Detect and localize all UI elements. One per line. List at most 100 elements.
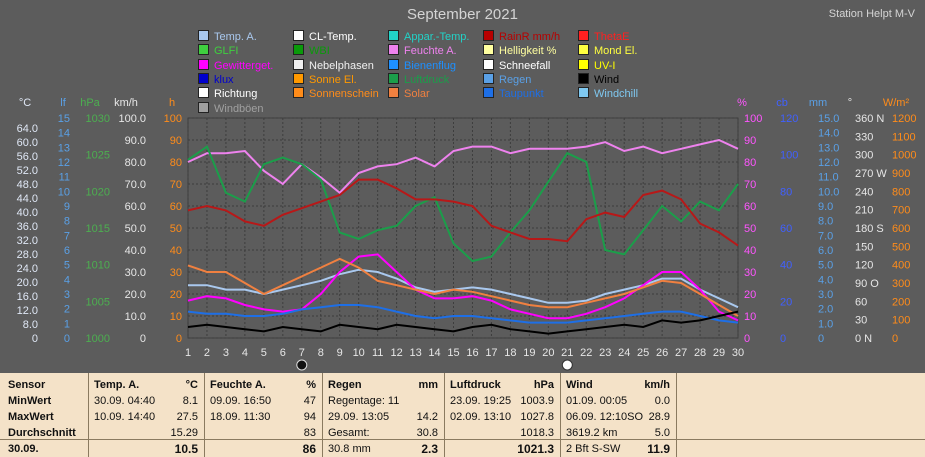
tick-day: 24 (618, 347, 630, 359)
tick-mm: 15.0 (818, 113, 839, 125)
tick-kmh: 90.0 (125, 135, 146, 147)
legend-item: GLFI (198, 44, 238, 58)
tick-wm: 0 (892, 333, 898, 345)
legend-label: Luftdruck (404, 73, 450, 86)
legend-item: RainR mm/h (483, 30, 560, 44)
legend-swatch (198, 30, 209, 41)
tick-hpa: 1005 (86, 296, 110, 308)
cell-value: 1018.3 (520, 427, 554, 439)
tick-day: 16 (466, 347, 478, 359)
tick-hpa: 1030 (86, 113, 110, 125)
legend-item: Mond El. (578, 44, 637, 58)
tick-temp: 12.0 (17, 305, 38, 317)
series-line (187, 257, 739, 317)
tick-pct: 50 (744, 223, 756, 235)
cell-label: Regentage: 11 (328, 395, 400, 407)
tick-day: 18 (504, 347, 516, 359)
table-col: Temp. A. °C 30.09. 04:40 8.1 10.09. 14:40 27.… (88, 373, 205, 457)
legend-label: Bienenflug (404, 59, 456, 72)
legend-swatch (293, 87, 304, 99)
tick-pct: 40 (744, 245, 756, 257)
legend-label: GLFI (214, 45, 239, 58)
legend: Temp. A. CL-Temp. Appar.-Temp. RainR mm/h Th… (198, 30, 658, 115)
legend-label: Sonne El. (309, 73, 357, 86)
column-unit: °C (185, 379, 198, 391)
legend-label: Windchill (594, 88, 639, 101)
tick-wm: 400 (892, 260, 910, 272)
cell-value: 27.5 (176, 411, 198, 423)
tick-kmh: 30.0 (125, 267, 146, 279)
tick-day: 1 (185, 347, 191, 359)
legend-swatch (388, 72, 399, 84)
cell-value: 83 (303, 427, 316, 439)
series-line (187, 304, 739, 324)
legend-item: WBI (293, 44, 330, 58)
tick-pct: 20 (744, 289, 756, 301)
tick-day: 19 (523, 347, 535, 359)
cell-value: 5.0 (654, 427, 670, 439)
tick-mm: 5.0 (818, 260, 833, 272)
column-header: Feuchte A. (210, 379, 266, 391)
tick-deg: 180 S (855, 223, 884, 235)
tick-day: 10 (353, 347, 365, 359)
legend-swatch (578, 72, 589, 84)
tick-hpa: 1015 (86, 223, 110, 235)
legend-item: CL-Temp. (293, 30, 357, 44)
legend-item: Temp. A. (198, 30, 257, 44)
legend-label: CL-Temp. (309, 31, 357, 43)
legend-label: ThetaE (594, 31, 630, 43)
legend-item: Regen (483, 72, 532, 87)
axis-unit: lf (60, 97, 66, 109)
tick-lf: 8 (64, 216, 70, 228)
axis-unit: hPa (80, 97, 100, 109)
tick-lf: 6 (64, 245, 70, 257)
tick-kmh: 40.0 (125, 245, 146, 257)
legend-item: Luftdruck (388, 72, 450, 87)
tick-hpa: 1020 (86, 186, 110, 198)
legend-label: Wind (594, 73, 620, 86)
series-line (187, 145, 739, 263)
tick-cb: 120 (780, 113, 798, 125)
series-line (187, 253, 739, 322)
tick-deg: 240 (855, 186, 873, 198)
tick-day: 2 (204, 347, 210, 359)
tick-day: 23 (599, 347, 611, 359)
tick-wm: 900 (892, 168, 910, 180)
legend-label: Regen (499, 73, 532, 86)
legend-label: Sonnenschein (309, 88, 379, 101)
tick-pct: 0 (744, 333, 750, 345)
tick-day: 9 (337, 347, 343, 359)
legend-label: Appar.-Temp. (404, 31, 470, 43)
column-unit: mm (418, 379, 438, 391)
cell-label: 01.09. 00:05 (566, 395, 628, 407)
tick-day: 12 (390, 347, 402, 359)
cell-value: 8.1 (182, 395, 198, 407)
legend-item: Sonne El. (293, 72, 357, 87)
row-label-today: 30.09. (8, 443, 39, 455)
cell-label: 29.09. 13:05 (328, 411, 390, 423)
weather-chart: °C hPa km/h h% cb mm ° W/m²lf64.060.056.052.048… (17, 97, 916, 371)
column-header: Temp. A. (94, 379, 140, 391)
table-col-labels: Sensor MinWert MaxWert Durchschnitt 30.0… (0, 373, 89, 457)
legend-label: Nebelphasen (309, 59, 374, 72)
cell-label: 30.8 mm (328, 443, 371, 455)
legend-swatch (578, 58, 589, 70)
legend-item: ThetaE (578, 30, 629, 44)
tick-mm: 8.0 (818, 216, 833, 228)
legend-item: Wind (578, 72, 620, 87)
legend-label: Schneefall (499, 59, 551, 72)
legend-swatch (388, 58, 399, 70)
tick-deg: 210 (855, 205, 873, 217)
legend-swatch (293, 30, 304, 41)
tick-mm: 12.0 (818, 157, 839, 169)
tick-temp: 52.0 (17, 165, 38, 177)
legend-item: klux (198, 72, 234, 87)
tick-pct: 90 (744, 135, 756, 147)
tick-mm: 14.0 (818, 128, 839, 140)
tick-lf: 7 (64, 230, 70, 242)
legend-swatch (198, 101, 209, 113)
tick-lf: 11 (59, 172, 70, 184)
tick-deg: 300 (855, 150, 873, 162)
tick-temp: 56.0 (17, 151, 38, 163)
legend-swatch (293, 58, 304, 70)
